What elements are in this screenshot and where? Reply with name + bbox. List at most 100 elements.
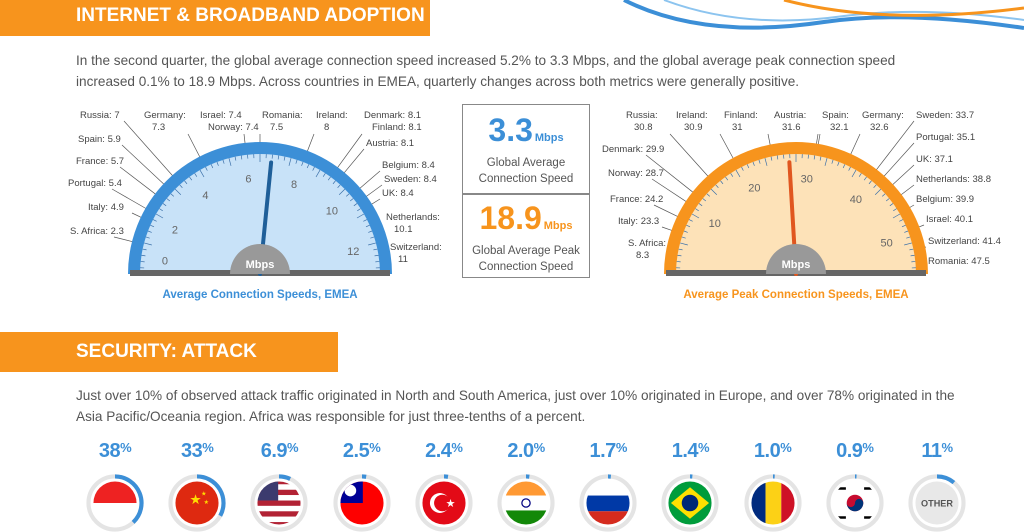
g1-country-label: France: 5.7 — [76, 156, 124, 167]
g2-country-value: 31 — [732, 122, 743, 133]
g1-country-value: Finland: 8.1 — [372, 122, 422, 133]
g2-country-label: Netherlands: 38.8 — [916, 174, 991, 185]
g1-country-label: Austria: 8.1 — [366, 138, 414, 149]
g2-tick-mark — [677, 254, 682, 257]
g1-tick-mark — [205, 166, 208, 171]
g2-tick-mark — [906, 236, 911, 239]
attack-percent: 38% — [98, 440, 132, 462]
g2-country-label: Israel: 40.1 — [926, 214, 973, 225]
g2-tick-mark — [683, 230, 688, 233]
g1-tick-mark — [234, 156, 237, 161]
turkey-flag-icon: ★ — [415, 474, 473, 532]
g1-country-label: Russia: 7 — [80, 110, 120, 121]
g2-tick-mark — [679, 242, 688, 246]
svg-text:★: ★ — [204, 499, 209, 506]
g2-country-label: Spain: — [822, 110, 849, 121]
gauge2-caption: Average Peak Connection Speeds, EMEA — [683, 289, 908, 301]
g1-tick-mark — [368, 242, 377, 246]
g1-country-label: Belgium: 8.4 — [382, 160, 435, 171]
g1-tick-mark — [150, 224, 155, 228]
g2-country-label: Austria: — [774, 110, 806, 121]
global-peak-value: 18.9 — [479, 200, 542, 236]
g1-country-value: 11 — [398, 254, 408, 265]
taiwan-flag-icon — [333, 474, 391, 532]
attack-country-item: 2.4% ★ — [407, 440, 481, 532]
g1-tick-mark — [199, 169, 205, 178]
g1-tick-mark — [345, 193, 350, 197]
brazil-flag-icon — [661, 474, 719, 532]
attack-percent: 11% — [921, 440, 953, 462]
attack-percent: 2.5% — [342, 440, 381, 462]
g1-tick-mark — [184, 180, 188, 185]
g2-country-label: Italy: 23.3 — [618, 216, 659, 227]
attack-country-item: 1.4% — [653, 440, 727, 532]
average-speed-gauge: 0 2 4 6 8 10 12 Mbps Russia: 7 Germany:7.3 Israe… — [68, 110, 442, 301]
g2-tick-mark — [681, 236, 686, 239]
g1-leader-line — [187, 133, 201, 159]
g1-leader-line — [342, 148, 365, 175]
attack-percent: 0.9% — [836, 440, 874, 462]
g2-tick-mark — [848, 166, 851, 171]
g1-tick-mark — [365, 224, 370, 228]
attack-country-item: 11% OTHER — [900, 440, 974, 532]
g2-tick-mark — [889, 203, 894, 207]
g1-tick-mark — [166, 198, 171, 202]
g1-tick-mark — [147, 230, 152, 233]
g1-tick-mark — [170, 193, 175, 197]
g1-country-value: 7.5 — [270, 122, 283, 133]
g2-tick-mark — [735, 169, 741, 178]
g1-tick-mark — [356, 213, 365, 219]
g2-tick-mark — [892, 213, 901, 219]
attack-percent: 1.4% — [671, 440, 710, 462]
other-icon: OTHER — [908, 474, 966, 532]
attack-country-item: 1.7% — [571, 440, 645, 532]
g1-tick-label: 10 — [326, 205, 338, 217]
g1-leader-line — [358, 170, 381, 190]
g2-leader-line — [719, 133, 735, 160]
internet-paragraph: In the second quarter, the global averag… — [76, 53, 896, 89]
indonesia-flag-icon — [86, 474, 144, 532]
g2-country-value: 32.6 — [870, 122, 889, 133]
g2-tick-mark — [710, 188, 718, 196]
svg-text:★: ★ — [201, 491, 206, 498]
g2-tick-mark — [881, 193, 886, 197]
attack-percent: 1.7% — [589, 440, 628, 462]
g1-tick-mark — [210, 164, 214, 169]
g2-tick-mark — [874, 188, 882, 196]
g2-country-label: France: 24.2 — [610, 194, 663, 205]
g2-leader-line — [891, 164, 915, 187]
g1-country-label: Netherlands: — [386, 212, 440, 223]
gauge1-caption: Average Connection Speeds, EMEA — [162, 289, 357, 301]
g1-country-value: 8 — [324, 122, 329, 133]
g2-tick-mark — [688, 219, 693, 222]
g2-leader-line — [669, 133, 710, 178]
g2-tick-mark — [741, 166, 744, 171]
g1-tick-mark — [295, 159, 298, 164]
g2-tick-mark — [873, 184, 877, 189]
g1-tick-mark — [222, 159, 225, 164]
g1-country-label: Ireland: — [316, 110, 348, 121]
g2-tick-mark — [758, 159, 761, 164]
g1-country-label: Sweden: 8.4 — [384, 174, 437, 185]
attack-country-item: 2.5% — [325, 440, 399, 532]
global-peak-label2: Connection Speed — [478, 261, 574, 273]
g1-country-label: Romania: — [262, 110, 303, 121]
g1-tick-mark — [145, 236, 150, 239]
g2-tick-mark — [720, 180, 724, 185]
g1-tick-mark — [155, 213, 164, 219]
g2-country-value: 8.3 — [636, 250, 649, 261]
g1-tick-label: 12 — [347, 246, 359, 258]
g2-country-label: Ireland: — [676, 110, 708, 121]
russia-flag-icon — [579, 474, 637, 532]
g1-tick-mark — [143, 242, 152, 246]
g2-tick-mark — [746, 164, 750, 169]
attack-percent: 2.4% — [425, 440, 463, 462]
g1-tick-mark — [370, 236, 375, 239]
g2-country-label: Switzerland: 41.4 — [928, 236, 1001, 247]
g2-tick-mark — [910, 254, 915, 257]
g1-tick-label: 0 — [162, 256, 168, 268]
g1-tick-mark — [141, 254, 146, 257]
g2-leader-line — [849, 133, 861, 156]
g1-leader-line — [306, 133, 315, 153]
g2-country-label: Portugal: 35.1 — [916, 132, 975, 143]
